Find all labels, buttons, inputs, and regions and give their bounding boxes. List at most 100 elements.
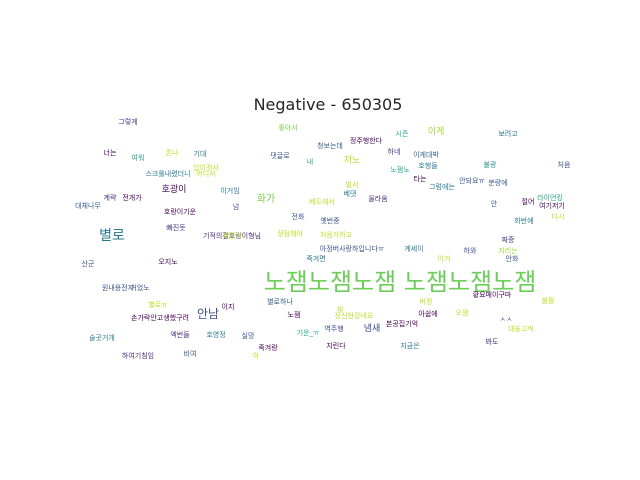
cloud-word: 어디서 [196,169,215,178]
cloud-word: 정주행한다 [350,136,383,145]
cloud-word: 원내용전지 [102,283,134,292]
cloud-word: 커었노 [130,283,150,292]
cloud-word: 아쉽에 [418,309,437,318]
cloud-word: 별로ㅠ [148,300,168,309]
cloud-word: 호행들 [418,161,438,170]
cloud-word: 불광 [484,160,497,169]
cloud-word: 처음 [558,160,571,169]
cloud-word: 안되요ㅠ [459,176,485,185]
cloud-word: 여워 [132,153,145,162]
cloud-word: 이거임 [220,186,239,195]
cloud-word: 너는 [104,148,117,157]
cloud-word: 별로 [99,228,125,244]
cloud-word: 대놓고씩 [508,324,534,333]
cloud-word: 본공집기억 [386,319,418,328]
cloud-word: 오지노 [158,257,178,266]
cloud-word: 올라옴 [368,194,388,203]
cloud-word: 보려고 [498,129,518,138]
cloud-word: 즉겨면 [306,254,325,263]
cloud-word: 절어 [522,197,535,206]
cloud-word: 이게대박 [413,150,439,159]
cloud-word: 베도에서 [309,197,335,206]
cloud-word: 기적의결호랑이형님 [203,231,261,240]
cloud-word: 시즌 [396,130,409,138]
cloud-word: 댓글로 [270,151,290,160]
cloud-word: 봐도 [486,337,499,346]
cloud-word: 안남 [197,307,219,321]
cloud-word: 그럼에는 [429,182,455,191]
cloud-word: 계략 [104,193,117,202]
cloud-word: 처음가하고 [320,230,353,239]
cloud-word: 지린다 [326,341,346,350]
cloud-word: 내 [307,157,313,166]
cloud-word: 버정 [420,297,433,306]
cloud-word: 지금은 [400,341,420,350]
cloud-word: 벌서 [346,180,359,189]
cloud-word: 안화 [506,254,519,263]
cloud-word: 존나 [166,148,179,157]
cloud-word: 빠진듯 [166,223,186,232]
cloud-word: 화반에 [514,216,533,225]
cloud-word: 다시 [552,212,565,221]
cloud-word: 정점해야 [277,229,303,238]
cloud-word: 청보는데 [317,142,343,150]
cloud-word: 냄새 [364,323,381,334]
cloud-word: 이지 [222,302,235,311]
cloud-word: 호광이 [162,183,187,195]
cloud-word: 라이언킹 [537,193,563,202]
cloud-word: 기운_ㅠ [297,328,320,337]
cloud-word: 옛번중 [320,216,340,225]
cloud-word: 분량에 [488,178,507,187]
cloud-word: 계세이 [404,244,423,253]
cloud-word: 손가락안고생했구려 [131,313,189,322]
cloud-word: 노잼노잼노잼 노잼노잼노잼 [264,268,537,296]
cloud-word: 이게 [428,126,445,137]
cloud-word: 노잼노 [390,165,410,174]
cloud-word: ㅅㅅ [500,315,513,323]
cloud-word: 하네 [388,147,401,156]
cloud-word: 이거 [438,254,451,263]
cloud-word: 타는 [414,174,427,183]
cloud-word: 화가 [257,193,275,205]
cloud-word: 역주행 [324,324,343,333]
cloud-word: 베댓 [344,189,357,198]
cloud-word: 비여 [184,349,197,358]
cloud-word: 황요매이구마 [473,290,512,299]
cloud-word: 대체나무 [75,201,101,210]
cloud-word: 술곳거개 [89,333,115,342]
cloud-word: 그렇게 [118,117,137,126]
cloud-word: 하와 [464,246,477,255]
cloud-word: 스크롤내렸더니 [145,169,190,178]
cloud-word: 여기저기 [539,201,565,210]
chart-title: Negative - 650305 [254,95,403,114]
cloud-word: 재 [337,306,343,314]
cloud-word: 전화 [292,212,305,221]
cloud-word: 호랑이기운 [164,207,197,216]
cloud-word: 하여기침임 [122,351,154,360]
cloud-word: 넘 [233,202,239,211]
cloud-word: 짜증 [502,235,515,244]
cloud-word: 전개가 [122,193,142,202]
cloud-word: 좋아서 [278,123,297,132]
cloud-word: 아정버사랑하입니다ㅠ [320,244,385,253]
cloud-word: 기대 [194,149,207,158]
cloud-word: 입이정서 [193,163,219,172]
cloud-word: 호영정 [206,330,225,339]
cloud-word: 오잼 [456,308,469,317]
cloud-word: 산군 [82,259,95,268]
cloud-word: 정신현강네요 [335,311,374,320]
cloud-word: 노잼 [288,310,301,319]
cloud-word: 죽겨랑 [258,343,278,352]
cloud-word: 아 [253,351,260,360]
cloud-word: 지리는 [498,246,518,255]
cloud-word: 엑번들 [170,330,190,339]
cloud-word: 재밌어 [222,231,241,240]
cloud-word: 불활 [542,296,555,305]
cloud-word: 저노 [344,155,361,166]
cloud-word: 실망 [242,331,255,340]
cloud-word: 별로하나 [267,297,293,306]
cloud-word: 안 [491,199,498,208]
